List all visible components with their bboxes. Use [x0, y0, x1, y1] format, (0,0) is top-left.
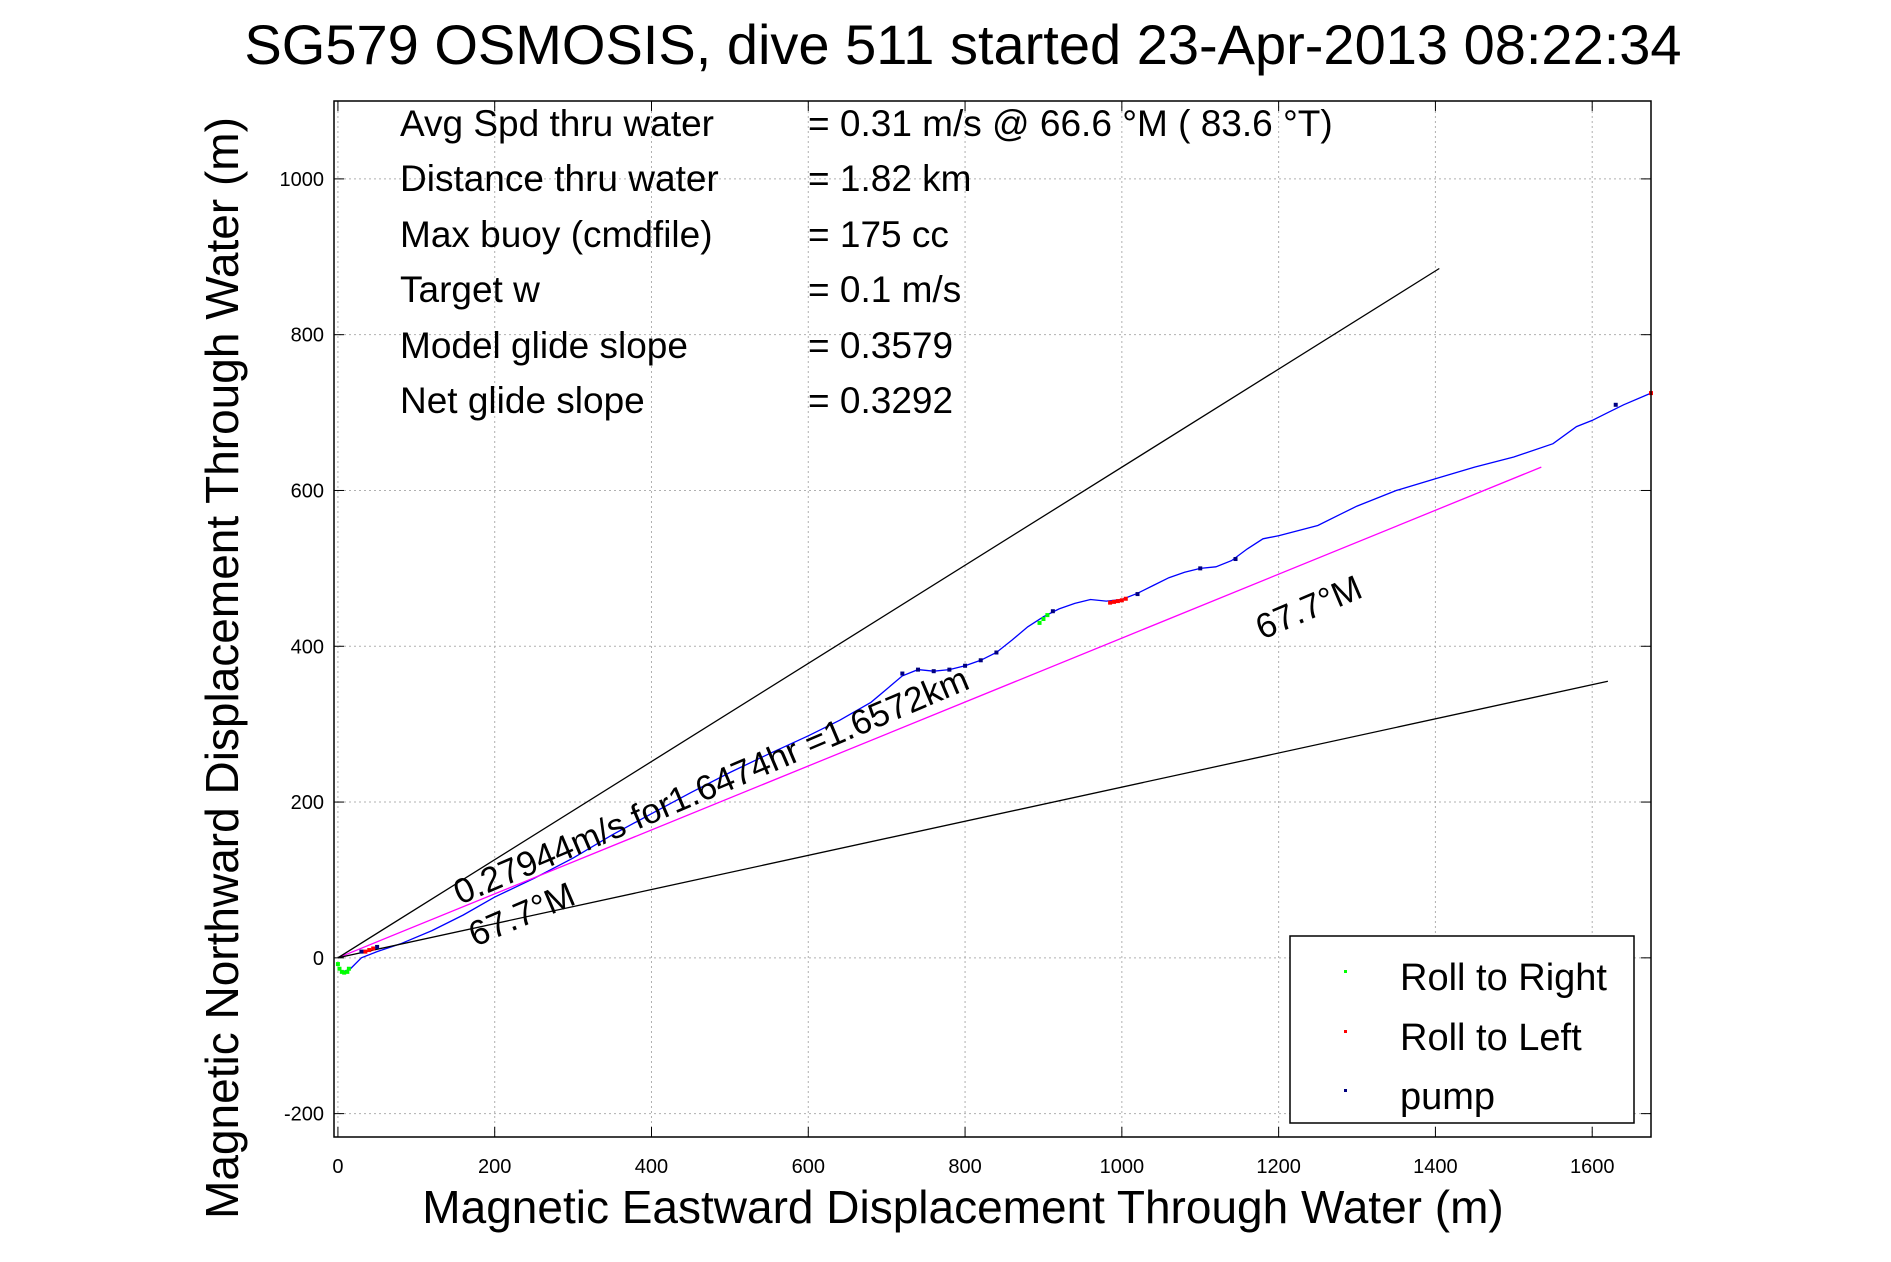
legend: Roll to Right Roll to Left pump — [1289, 935, 1635, 1124]
y-tick-label: 400 — [291, 636, 324, 658]
point-pump — [1135, 592, 1140, 597]
series-line-mean-track — [337, 466, 1542, 959]
point-roll-to-right — [1041, 617, 1046, 621]
point-pump — [900, 671, 905, 676]
y-tick-label: 0 — [313, 948, 324, 970]
legend-marker-roll-left — [1344, 1030, 1347, 1033]
series-line-lower-bound — [337, 680, 1609, 959]
y-axis-title: Magnetic Northward Displacement Through … — [196, 117, 248, 1219]
point-roll-to-right — [1045, 613, 1050, 618]
info-value-max-buoy: = 175 cc — [808, 214, 949, 255]
point-pump — [978, 658, 983, 663]
point-roll-to-left — [363, 949, 368, 954]
x-tick-label: 200 — [478, 1156, 511, 1178]
legend-label-roll-left: Roll to Left — [1400, 1017, 1582, 1059]
point-roll-to-left — [1112, 599, 1117, 604]
point-roll-to-right — [346, 966, 351, 971]
x-tick-label: 1600 — [1570, 1156, 1615, 1178]
y-tick-label: -200 — [284, 1104, 324, 1126]
x-tick-label: 1200 — [1256, 1156, 1301, 1178]
point-roll-to-right — [1037, 620, 1042, 625]
info-panel: Avg Spd thru water = 0.31 m/s @ 66.6 °M … — [400, 103, 1333, 421]
point-pump — [947, 667, 952, 672]
info-value-net-glide: = 0.3292 — [808, 380, 953, 421]
legend-label-pump: pump — [1400, 1076, 1495, 1118]
point-roll-to-left — [1123, 596, 1128, 601]
point-pump — [931, 669, 936, 674]
info-label-net-glide: Net glide slope — [400, 380, 645, 421]
plot-frame — [333, 100, 1652, 1138]
point-roll-to-right — [339, 969, 344, 974]
point-pump — [375, 944, 380, 949]
info-label-avg-spd: Avg Spd thru water — [400, 103, 714, 144]
legend-marker-pump — [1344, 1089, 1347, 1092]
ticks: 0 200 400 600 800 1000 1200 1400 1600 -200 0 200 400… — [280, 101, 1651, 1178]
point-roll-to-left — [367, 948, 372, 953]
x-tick-label: 1400 — [1413, 1156, 1458, 1178]
info-label-target-w: Target w — [400, 269, 540, 310]
info-label-distance: Distance thru water — [400, 158, 719, 199]
x-tick-label: 600 — [792, 1156, 825, 1178]
point-pump — [1050, 609, 1055, 614]
point-pump — [963, 663, 968, 668]
x-tick-label: 1000 — [1100, 1156, 1145, 1178]
legend-marker-roll-right — [1344, 970, 1347, 973]
info-value-distance: = 1.82 km — [808, 158, 972, 199]
info-value-target-w: = 0.1 m/s — [808, 269, 961, 310]
point-roll-to-right — [345, 969, 350, 974]
info-value-avg-spd: = 0.31 m/s @ 66.6 °M ( 83.6 °T) — [808, 103, 1333, 144]
point-roll-to-left — [371, 946, 376, 951]
point-roll-to-left — [1115, 599, 1120, 604]
legend-box — [1289, 935, 1635, 1124]
series-line-track — [341, 392, 1652, 973]
point-roll-to-left — [1108, 600, 1113, 605]
series-line-upper-bound — [337, 267, 1440, 959]
x-tick-label: 800 — [948, 1156, 981, 1178]
point-roll-to-right — [337, 966, 342, 971]
chart-title: SG579 OSMOSIS, dive 511 started 23-Apr-2… — [244, 13, 1681, 76]
info-label-model-glide: Model glide slope — [400, 325, 688, 366]
x-axis-title: Magnetic Eastward Displacement Through W… — [422, 1181, 1503, 1233]
y-tick-label: 200 — [291, 792, 324, 814]
point-pump — [916, 667, 921, 672]
y-tick-label: 600 — [291, 480, 324, 502]
info-value-model-glide: = 0.3579 — [808, 325, 953, 366]
point-pump — [994, 650, 999, 655]
info-label-max-buoy: Max buoy (cmdfile) — [400, 214, 713, 255]
point-roll-to-right — [335, 962, 340, 967]
point-roll-to-right — [342, 970, 347, 975]
legend-label-roll-right: Roll to Right — [1400, 957, 1607, 999]
y-tick-label: 800 — [291, 325, 324, 347]
point-pump — [359, 949, 364, 954]
point-pump — [1613, 402, 1618, 407]
point-pump — [1233, 557, 1238, 562]
x-tick-label: 400 — [635, 1156, 668, 1178]
point-pump — [1198, 566, 1203, 571]
x-tick-label: 0 — [332, 1156, 343, 1178]
series-layer — [335, 267, 1653, 975]
y-tick-label: 1000 — [280, 169, 325, 191]
point-roll-to-left — [1119, 598, 1124, 603]
